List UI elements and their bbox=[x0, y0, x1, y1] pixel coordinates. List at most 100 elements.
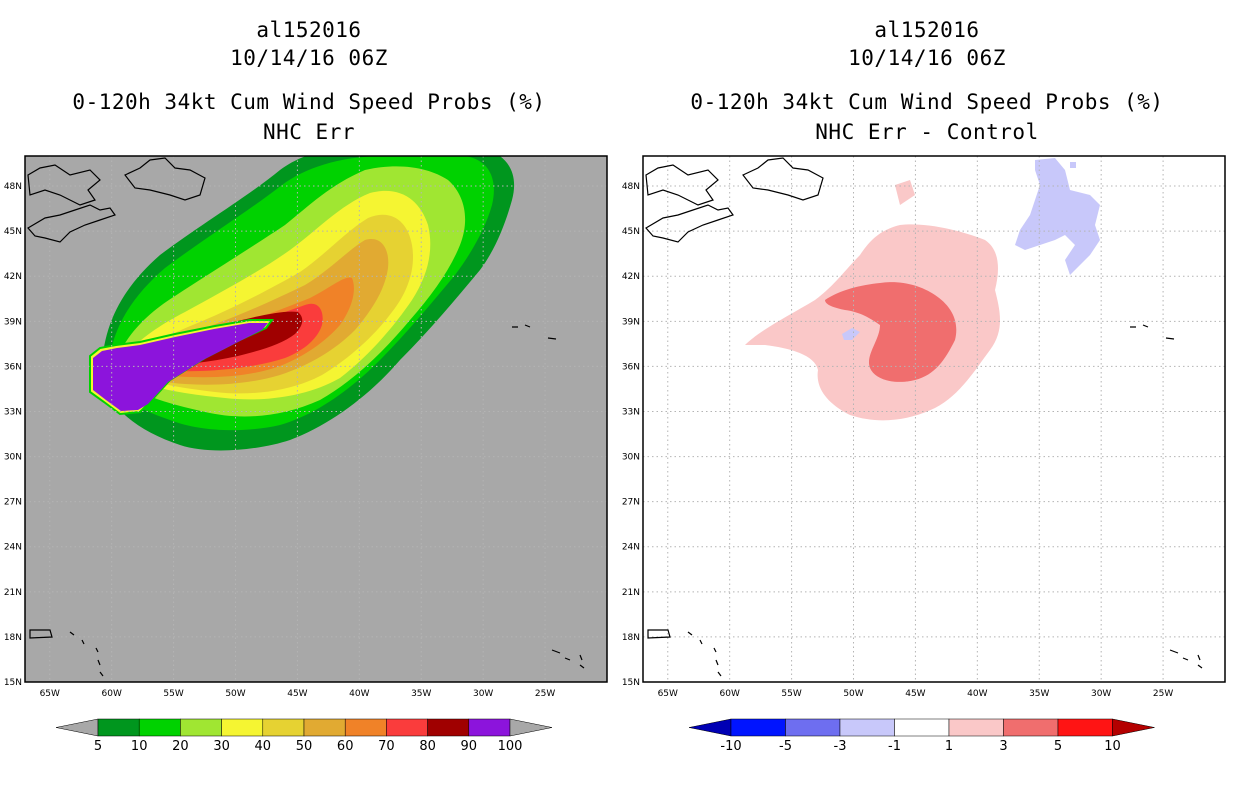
left-colorbar-label: 90 bbox=[461, 739, 478, 754]
left-colorbar-swatch bbox=[138, 718, 181, 737]
right-colorbar: -10 -5 -3 -1 1 3 5 10 bbox=[688, 718, 1155, 754]
right-lat-label: 45N bbox=[622, 227, 640, 237]
lesser-antilles bbox=[69, 631, 104, 677]
left-lon-label: 45W bbox=[287, 689, 307, 699]
left-colorbar-swatch bbox=[303, 718, 346, 737]
right-lat-label: 18N bbox=[622, 633, 640, 643]
right-lon-label: 25W bbox=[1153, 689, 1173, 699]
left-lat-label: 18N bbox=[4, 633, 22, 643]
right-lat-label: 48N bbox=[622, 182, 640, 192]
left-lon-label: 60W bbox=[102, 689, 122, 699]
right-colorbar-label: -3 bbox=[834, 739, 847, 754]
left-colorbar: 5 10 20 30 40 50 60 70 80 90 100 bbox=[55, 718, 553, 754]
left-colorbar-label: 30 bbox=[213, 739, 230, 754]
left-colorbar-label: 70 bbox=[378, 739, 395, 754]
nova-scotia-coast bbox=[645, 204, 734, 243]
right-lat-label: 39N bbox=[622, 317, 640, 327]
left-map-frame bbox=[24, 155, 608, 683]
left-colorbar-label: 5 bbox=[94, 739, 102, 754]
cape-verde-coast bbox=[1169, 649, 1203, 669]
diff-neg-1-north bbox=[1070, 162, 1076, 168]
left-lon-labels: 65W 60W 55W 50W 45W 40W 35W 30W 25W bbox=[40, 689, 556, 699]
left-colorbar-swatch bbox=[427, 718, 470, 737]
left-lon-label: 50W bbox=[225, 689, 245, 699]
left-lat-label: 15N bbox=[4, 678, 22, 688]
right-map-panel: 48N 45N 42N 39N 36N 33N 30N 27N 24N 21N 18N 15N 65W… bbox=[622, 155, 1226, 699]
left-lat-label: 24N bbox=[4, 543, 22, 553]
left-lon-label: 25W bbox=[535, 689, 555, 699]
left-map-panel: 48N 45N 42N 39N 36N 33N 30N 27N 24N 21N 18N 15N 65W… bbox=[4, 155, 608, 699]
right-colorbar-label: 5 bbox=[1054, 739, 1062, 754]
left-title-subtitle: NHC Err bbox=[262, 120, 355, 144]
left-lat-label: 21N bbox=[4, 588, 22, 598]
diff-pos-3 bbox=[825, 282, 957, 382]
right-colorbar-swatch bbox=[839, 718, 895, 737]
left-title-product: 0-120h 34kt Cum Wind Speed Probs (%) bbox=[72, 90, 546, 114]
cape-verde-coast bbox=[551, 649, 585, 669]
left-lat-label: 42N bbox=[4, 272, 22, 282]
right-lat-label: 42N bbox=[622, 272, 640, 282]
nova-scotia-coast bbox=[27, 204, 116, 243]
lesser-antilles bbox=[687, 631, 722, 677]
right-lat-label: 33N bbox=[622, 407, 640, 417]
left-colorbar-low-triangle bbox=[55, 718, 99, 737]
contour-90 bbox=[93, 323, 268, 411]
right-map-frame bbox=[642, 155, 1226, 683]
right-colorbar-label: 1 bbox=[945, 739, 953, 754]
right-lat-labels: 48N 45N 42N 39N 36N 33N 30N 27N 24N 21N 18N 15N bbox=[622, 182, 640, 688]
right-colorbar-label: 10 bbox=[1104, 739, 1121, 754]
right-lon-label: 50W bbox=[843, 689, 863, 699]
right-lon-label: 55W bbox=[781, 689, 801, 699]
left-colorbar-label: 50 bbox=[296, 739, 313, 754]
right-colorbar-swatch bbox=[785, 718, 841, 737]
right-lat-label: 15N bbox=[622, 678, 640, 688]
left-colorbar-label: 60 bbox=[337, 739, 354, 754]
left-coastlines bbox=[27, 157, 585, 677]
labrador-coast bbox=[124, 157, 206, 201]
azores-coast bbox=[1130, 324, 1175, 340]
left-lat-label: 39N bbox=[4, 317, 22, 327]
right-lon-label: 30W bbox=[1091, 689, 1111, 699]
right-lon-label: 65W bbox=[658, 689, 678, 699]
right-colorbar-swatch bbox=[1057, 718, 1113, 737]
left-colorbar-high-triangle bbox=[509, 718, 553, 737]
left-lat-label: 30N bbox=[4, 453, 22, 463]
left-lon-label: 55W bbox=[163, 689, 183, 699]
left-lat-label: 27N bbox=[4, 498, 22, 508]
right-colorbar-label: -5 bbox=[779, 739, 792, 754]
left-lon-label: 40W bbox=[349, 689, 369, 699]
left-colorbar-swatch bbox=[97, 718, 140, 737]
left-colorbar-label: 100 bbox=[498, 739, 523, 754]
right-title-product: 0-120h 34kt Cum Wind Speed Probs (%) bbox=[690, 90, 1164, 114]
left-probability-contours bbox=[89, 156, 515, 451]
right-lat-label: 27N bbox=[622, 498, 640, 508]
right-colorbar-label: 3 bbox=[999, 739, 1007, 754]
left-colorbar-swatch bbox=[221, 718, 264, 737]
right-lon-labels: 65W 60W 55W 50W 45W 40W 35W 30W 25W bbox=[658, 689, 1174, 699]
right-colorbar-swatch bbox=[730, 718, 786, 737]
right-title-storm: al152016 bbox=[874, 18, 980, 42]
left-lat-label: 45N bbox=[4, 227, 22, 237]
right-difference-contours bbox=[745, 158, 1100, 421]
right-coastlines bbox=[645, 157, 1203, 677]
right-colorbar-high-triangle bbox=[1112, 718, 1155, 737]
right-lon-label: 35W bbox=[1029, 689, 1049, 699]
azores-coast bbox=[512, 324, 557, 340]
diff-pos-1 bbox=[745, 224, 1000, 421]
left-lat-label: 48N bbox=[4, 182, 22, 192]
newfoundland-coast bbox=[645, 164, 719, 206]
left-colorbar-label: 80 bbox=[419, 739, 436, 754]
left-title-storm: al152016 bbox=[256, 18, 362, 42]
right-colorbar-swatch bbox=[1003, 718, 1059, 737]
left-title-datetime: 10/14/16 06Z bbox=[230, 46, 388, 70]
left-colorbar-swatch bbox=[262, 718, 305, 737]
right-lat-label: 21N bbox=[622, 588, 640, 598]
left-colorbar-label: 40 bbox=[255, 739, 272, 754]
left-colorbar-swatch bbox=[344, 718, 387, 737]
right-lon-label: 60W bbox=[720, 689, 740, 699]
right-colorbar-label: -1 bbox=[888, 739, 901, 754]
right-colorbar-low-triangle bbox=[688, 718, 732, 737]
right-lon-label: 40W bbox=[967, 689, 987, 699]
labrador-coast bbox=[742, 157, 824, 201]
right-lon-label: 45W bbox=[905, 689, 925, 699]
